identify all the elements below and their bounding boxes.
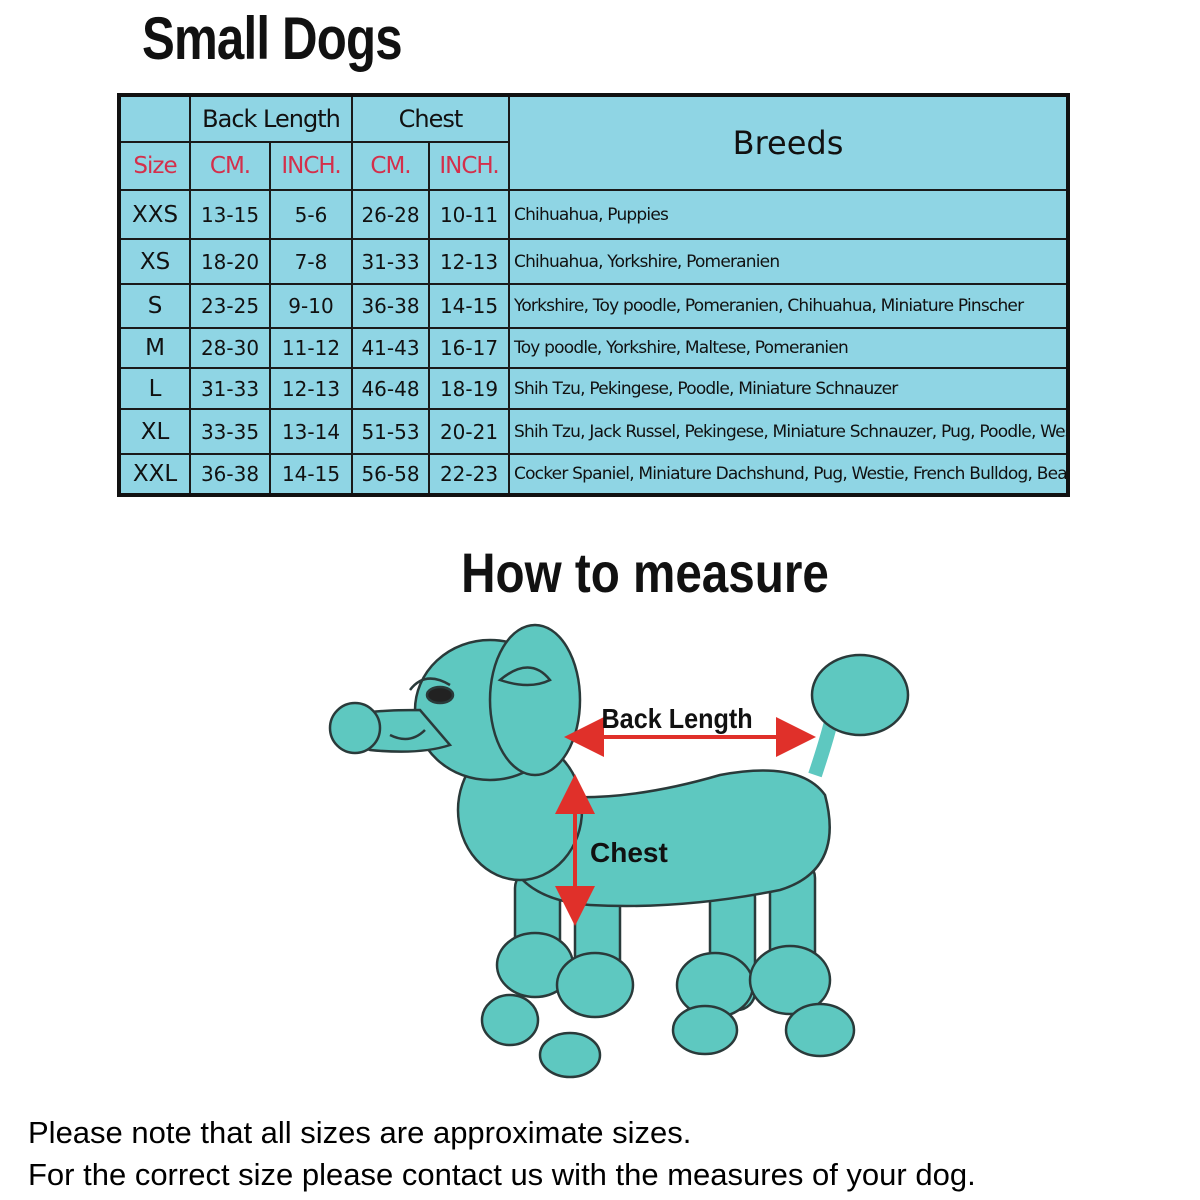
chest-cm-cell: 31-33 <box>351 238 430 285</box>
size-header: Size <box>118 141 191 191</box>
chest-cm-header: CM. <box>351 141 430 191</box>
empty-header-cell <box>118 94 191 143</box>
back-cm-cell: 23-25 <box>189 283 271 329</box>
how-to-measure-title: How to measure <box>461 541 829 604</box>
poodle-measurement-illustration: Back Length Chest <box>328 623 910 1079</box>
size-cell: XS <box>118 238 191 285</box>
chest-inch-cell: 14-15 <box>428 283 510 329</box>
chest-cm-cell: 56-58 <box>351 453 430 496</box>
back-inch-cell: 11-12 <box>269 327 353 369</box>
breeds-cell: Chihuahua, Puppies <box>508 189 1069 240</box>
back-length-header: Back Length <box>189 94 353 143</box>
table-row: XL 33-35 13-14 51-53 20-21 Shih Tzu, Jack Rus… <box>118 408 1069 455</box>
chest-cm-cell: 41-43 <box>351 327 430 369</box>
back-cm-cell: 36-38 <box>189 453 271 496</box>
breeds-cell: Shih Tzu, Pekingese, Poodle, Miniature S… <box>508 367 1069 410</box>
contact-note: For the correct size please contact us w… <box>28 1157 976 1192</box>
breeds-cell: Toy poodle, Yorkshire, Maltese, Pomerani… <box>508 327 1069 369</box>
back-inch-cell: 7-8 <box>269 238 353 285</box>
chest-inch-cell: 12-13 <box>428 238 510 285</box>
back-length-label: Back Length <box>602 703 753 735</box>
back-inch-cell: 9-10 <box>269 283 353 329</box>
back-cm-cell: 33-35 <box>189 408 271 455</box>
breeds-cell: Shih Tzu, Jack Russel, Pekingese, Miniat… <box>508 408 1069 455</box>
chest-cm-cell: 51-53 <box>351 408 430 455</box>
back-cm-cell: 13-15 <box>189 189 271 240</box>
back-inch-header: INCH. <box>269 141 353 191</box>
size-cell: M <box>118 327 191 369</box>
back-inch-cell: 12-13 <box>269 367 353 410</box>
back-cm-cell: 28-30 <box>189 327 271 369</box>
table-row: XXL 36-38 14-15 56-58 22-23 Cocker Spaniel, M… <box>118 453 1069 496</box>
size-cell: XL <box>118 408 191 455</box>
size-cell: S <box>118 283 191 329</box>
back-cm-header: CM. <box>189 141 271 191</box>
chest-inch-header: INCH. <box>428 141 510 191</box>
table-row: L 31-33 12-13 46-48 18-19 Shih Tzu, Pekingese… <box>118 367 1069 410</box>
approximate-sizes-note: Please note that all sizes are approxima… <box>28 1115 692 1150</box>
breeds-cell: Cocker Spaniel, Miniature Dachshund, Pug… <box>508 453 1069 496</box>
size-chart-table: Back Length Chest Breeds Size CM. INCH. … <box>117 93 1070 497</box>
chest-cm-cell: 46-48 <box>351 367 430 410</box>
back-inch-cell: 5-6 <box>269 189 353 240</box>
chest-inch-cell: 22-23 <box>428 453 510 496</box>
sub-header-row: Size CM. INCH. CM. INCH. <box>118 141 1068 191</box>
chest-inch-cell: 18-19 <box>428 367 510 410</box>
breeds-header: Breeds <box>508 94 1069 191</box>
table-row: S 23-25 9-10 36-38 14-15 Yorkshire, Toy poodl… <box>118 283 1069 329</box>
chest-inch-cell: 10-11 <box>428 189 510 240</box>
chest-inch-cell: 20-21 <box>428 408 510 455</box>
table-row: M 28-30 11-12 41-43 16-17 Toy poodle, Yorkshi… <box>118 327 1069 369</box>
breeds-cell: Yorkshire, Toy poodle, Pomeranien, Chihu… <box>508 283 1069 329</box>
breeds-cell: Chihuahua, Yorkshire, Pomeranien <box>508 238 1069 285</box>
back-inch-cell: 14-15 <box>269 453 353 496</box>
back-inch-cell: 13-14 <box>269 408 353 455</box>
back-cm-cell: 31-33 <box>189 367 271 410</box>
chest-cm-cell: 36-38 <box>351 283 430 329</box>
size-cell: XXS <box>118 189 191 240</box>
chest-cm-cell: 26-28 <box>351 189 430 240</box>
chest-label: Chest <box>590 837 668 868</box>
size-cell: L <box>118 367 191 410</box>
chest-inch-cell: 16-17 <box>428 327 510 369</box>
page-title: Small Dogs <box>142 5 403 72</box>
back-cm-cell: 18-20 <box>189 238 271 285</box>
chest-header: Chest <box>351 94 510 143</box>
table-row: XS 18-20 7-8 31-33 12-13 Chihuahua, Yorkshire… <box>118 238 1069 285</box>
size-cell: XXL <box>118 453 191 496</box>
table-row: XXS 13-15 5-6 26-28 10-11 Chihuahua, Puppies <box>118 189 1069 240</box>
group-header-row: Back Length Chest Breeds <box>118 94 1069 191</box>
